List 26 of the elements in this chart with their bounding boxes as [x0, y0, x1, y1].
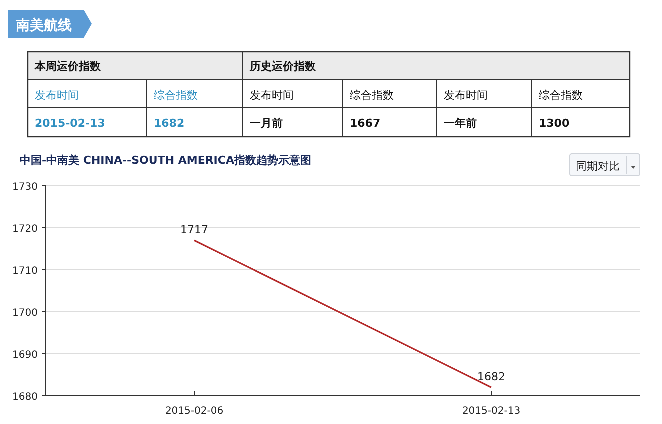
text: 发布时间 [250, 89, 294, 102]
data-label: 1717 [180, 224, 208, 237]
y-tick-label: 1690 [12, 350, 38, 361]
text: 综合指数 [154, 89, 198, 102]
text: 2015-02-13 [35, 117, 106, 130]
text: 历史运价指数 [249, 60, 317, 73]
text: 综合指数 [350, 89, 394, 102]
text: 1682 [154, 117, 185, 130]
text: 发布时间 [444, 89, 488, 102]
x-tick-label: 2015-02-06 [165, 406, 224, 417]
y-tick-label: 1720 [12, 224, 38, 235]
text: 一年前 [444, 117, 477, 130]
text: 1300 [539, 117, 570, 130]
text: 发布时间 [35, 89, 79, 102]
y-tick-label: 1710 [12, 266, 38, 277]
text: 一月前 [250, 117, 283, 130]
text: 本周运价指数 [34, 60, 102, 73]
text: 南美航线 [15, 17, 72, 34]
text: 1667 [350, 117, 381, 130]
y-tick-label: 1700 [12, 308, 38, 319]
y-tick-label: 1730 [12, 182, 38, 193]
text: 综合指数 [539, 89, 583, 102]
chart-title: 中国-中南美 CHINA--SOUTH AMERICA指数趋势示意图 [20, 154, 312, 167]
y-tick-label: 1680 [12, 392, 38, 403]
data-label: 1682 [478, 370, 506, 384]
text: 同期对比 [576, 160, 620, 173]
